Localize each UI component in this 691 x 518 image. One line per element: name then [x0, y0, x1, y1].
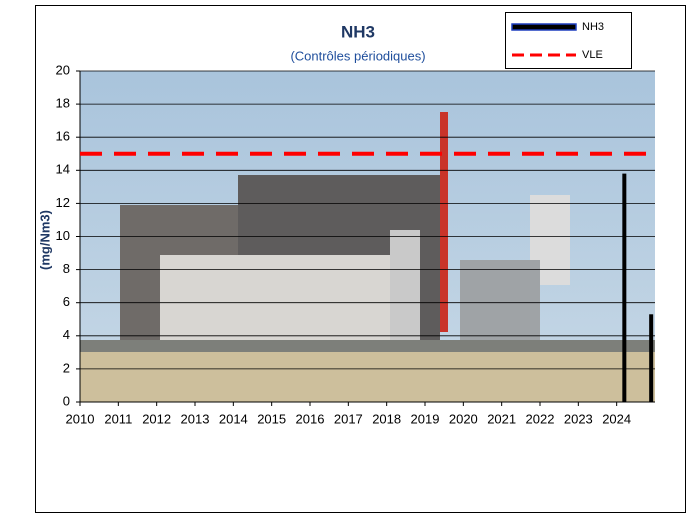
x-tick-label: 2017 [334, 411, 363, 426]
bar [649, 314, 654, 402]
x-tick-label: 2011 [104, 411, 132, 426]
legend [505, 12, 632, 69]
legend-label: VLE [582, 49, 603, 61]
chart-subtitle: (Contrôles périodiques) [290, 48, 425, 63]
x-tick-label: 2022 [526, 411, 555, 426]
y-tick-label: 16 [56, 129, 70, 144]
x-tick-label: 2010 [66, 411, 95, 426]
x-tick-label: 2016 [296, 411, 325, 426]
x-tick-label: 2020 [449, 411, 478, 426]
y-tick-label: 4 [63, 327, 70, 342]
legend-swatch [511, 23, 577, 31]
y-tick-label: 6 [63, 294, 70, 309]
x-tick-label: 2013 [181, 411, 210, 426]
y-tick-label: 20 [56, 62, 70, 77]
x-tick-label: 2024 [602, 411, 631, 426]
legend-label: NH3 [582, 21, 604, 33]
x-tick-label: 2018 [372, 411, 401, 426]
y-tick-label: 8 [63, 261, 70, 276]
y-tick-label: 10 [56, 228, 70, 243]
y-axis-label: (mg/Nm3) [37, 210, 52, 270]
chart-title: NH3 [341, 22, 375, 41]
x-tick-label: 2019 [411, 411, 440, 426]
y-tick-label: 14 [56, 162, 70, 177]
x-tick-label: 2012 [142, 411, 171, 426]
x-tick-label: 2015 [257, 411, 286, 426]
y-tick-label: 0 [63, 393, 70, 408]
x-tick-label: 2021 [487, 411, 516, 426]
x-tick-label: 2014 [219, 411, 248, 426]
y-tick-label: 12 [56, 195, 70, 210]
bar [622, 173, 627, 402]
x-tick-label: 2023 [564, 411, 593, 426]
y-tick-label: 2 [63, 360, 70, 375]
y-tick-label: 18 [56, 96, 70, 111]
